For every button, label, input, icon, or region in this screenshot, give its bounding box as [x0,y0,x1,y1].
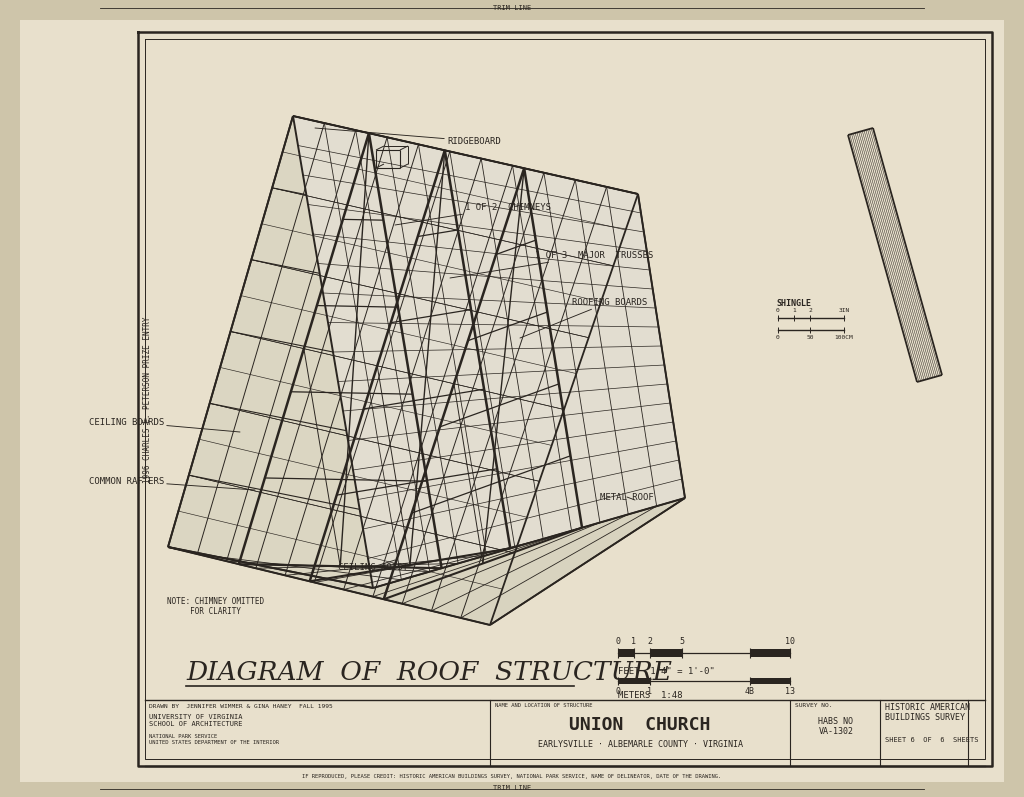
Text: 4B: 4B [745,687,755,696]
Text: EARLYSVILLE · ALBEMARLE COUNTY · VIRGINIA: EARLYSVILLE · ALBEMARLE COUNTY · VIRGINI… [538,740,742,749]
Text: IF REPRODUCED, PLEASE CREDIT: HISTORIC AMERICAN BUILDINGS SURVEY, NATIONAL PARK : IF REPRODUCED, PLEASE CREDIT: HISTORIC A… [302,774,722,779]
Text: UNIVERSITY OF VIRGINIA
SCHOOL OF ARCHITECTURE: UNIVERSITY OF VIRGINIA SCHOOL OF ARCHITE… [150,714,243,727]
Text: 13: 13 [785,687,795,696]
Text: 1 OF 2  CHIMNEYS: 1 OF 2 CHIMNEYS [395,202,551,225]
Text: SHINGLE: SHINGLE [776,299,811,308]
Text: NATIONAL PARK SERVICE
UNITED STATES DEPARTMENT OF THE INTERIOR: NATIONAL PARK SERVICE UNITED STATES DEPA… [150,734,279,745]
Text: NAME AND LOCATION OF STRUCTURE: NAME AND LOCATION OF STRUCTURE [495,703,593,708]
Text: UNION  CHURCH: UNION CHURCH [569,716,711,734]
Text: RIDGEBOARD: RIDGEBOARD [315,128,501,146]
Text: HISTORIC AMERICAN
BUILDINGS SURVEY: HISTORIC AMERICAN BUILDINGS SURVEY [885,703,970,722]
Text: 1: 1 [632,637,637,646]
Text: 0: 0 [776,335,780,340]
Text: 5: 5 [680,637,684,646]
Text: 100CM: 100CM [835,335,853,340]
Text: 1: 1 [793,308,796,313]
Text: NOTE: CHIMNEY OMITTED
     FOR CLARITY: NOTE: CHIMNEY OMITTED FOR CLARITY [167,597,264,616]
Text: DIAGRAM  OF  ROOF  STRUCTURE: DIAGRAM OF ROOF STRUCTURE [186,660,672,685]
Text: 0: 0 [615,637,621,646]
Text: 0: 0 [776,308,780,313]
Text: 3IN: 3IN [839,308,850,313]
Text: 50: 50 [806,335,814,340]
Text: DRAWN BY  JENNIFER WIMMER & GINA HANEY  FALL 1995: DRAWN BY JENNIFER WIMMER & GINA HANEY FA… [150,704,333,709]
Text: COMMON RAFTERS: COMMON RAFTERS [89,477,255,490]
Text: 1 OF 3  MAJOR  TRUSSES: 1 OF 3 MAJOR TRUSSES [450,250,653,278]
Text: 10: 10 [785,637,795,646]
Polygon shape [168,116,373,588]
Text: TRIM LINE: TRIM LINE [493,785,531,791]
Text: 2: 2 [808,308,812,313]
Text: ROOFING BOARDS: ROOFING BOARDS [520,297,647,338]
Text: SURVEY NO.: SURVEY NO. [795,703,833,708]
Polygon shape [293,116,685,588]
Text: 2: 2 [647,637,652,646]
Text: FEET  1/4" = 1'-0": FEET 1/4" = 1'-0" [618,667,715,676]
Text: TRIM LINE: TRIM LINE [493,5,531,11]
Text: SHEET 6  OF  6  SHEETS: SHEET 6 OF 6 SHEETS [885,737,979,743]
Text: HABS NO
VA-1302: HABS NO VA-1302 [818,717,853,736]
Polygon shape [168,116,638,625]
FancyBboxPatch shape [20,20,1004,782]
Text: 1996 CHARLES E. PETERSON PRIZE ENTRY: 1996 CHARLES E. PETERSON PRIZE ENTRY [143,316,153,483]
Text: CEILING JOIST: CEILING JOIST [338,560,408,571]
Polygon shape [168,498,685,625]
Text: CEILING BOARDS: CEILING BOARDS [89,418,240,432]
Text: 0: 0 [615,687,621,696]
Text: METAL ROOF: METAL ROOF [600,493,653,501]
Text: 1: 1 [647,687,652,696]
Text: METERS  1:48: METERS 1:48 [618,691,683,700]
